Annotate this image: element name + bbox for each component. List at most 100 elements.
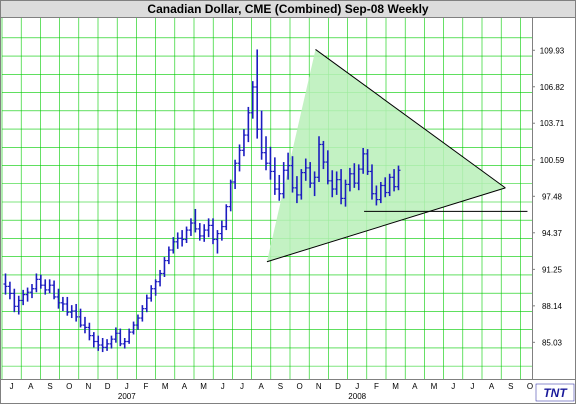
ohlc-bar [175,232,180,249]
ohlc-bar [144,294,149,313]
ohlc-bar [347,167,352,192]
ohlc-bar [237,144,242,172]
ohlc-bar [78,308,83,328]
ohlc-bar [277,174,282,201]
ohlc-bar [131,321,136,335]
ohlc-bar [29,284,34,299]
ohlc-bar [184,226,189,243]
ohlc-bar [38,274,43,289]
ohlc-bar [268,146,273,180]
ohlc-bar [312,171,317,197]
ohlc-bar [361,147,366,174]
ohlc-bar [224,204,229,231]
y-tick-label: 94.37 [542,229,563,238]
ohlc-bar [43,279,48,295]
ohlc-bar [387,173,392,197]
x-axis: J A S O N D J F M A M J J A S O N D J F M A M J J A S O 2007 2008 [10,382,534,401]
x-month-label: J [355,382,359,391]
x-month-label: J [221,382,225,391]
ohlc-bar [188,218,193,236]
ohlc-bar [74,303,79,322]
ohlc-bar [352,163,357,188]
ohlc-bar [3,273,8,295]
svg-text:TNT: TNT [543,386,568,400]
ohlc-bar [135,314,140,330]
lower-trendline [266,187,506,263]
ohlc-bar [105,339,110,351]
x-month-label: J [451,382,455,391]
ohlc-bar [12,288,17,313]
ohlc-bar [396,165,401,191]
x-month-label: A [412,382,418,391]
grid [1,18,532,379]
ohlc-bar [56,288,61,309]
x-month-label: A [28,382,34,391]
ohlc-bar [180,230,185,247]
ohlc-bar [197,223,202,241]
x-month-label: J [10,382,14,391]
ohlc-bar [149,285,154,302]
ohlc-bar [272,157,277,195]
x-year-label: 2008 [348,392,366,401]
ohlc-bar [100,337,105,353]
ohlc-bar [374,185,379,206]
ohlc-bar [219,220,224,241]
ohlc-bar [233,159,238,190]
x-month-label: M [431,382,438,391]
x-month-label: A [489,382,495,391]
ohlc-bar [60,296,65,312]
ohlc-bar [16,295,21,315]
ohlc-bar [140,305,145,322]
tnt-logo: TNT [535,383,575,402]
x-month-label: D [105,382,111,391]
y-axis: 85.03 88.14 91.25 94.37 97.48 100.59 103.71 106… [532,46,565,347]
x-month-label: M [392,382,399,391]
ohlc-bar [118,328,123,347]
x-month-label: N [316,382,322,391]
x-month-label: F [374,382,379,391]
x-month-label: J [125,382,129,391]
x-month-label: S [278,382,283,391]
ohlc-bar [392,169,397,192]
ohlc-bar [202,224,207,242]
x-month-label: N [86,382,92,391]
x-month-label: A [182,382,188,391]
x-month-label: J [470,382,474,391]
trendlines [266,49,528,263]
ohlc-bar [215,230,220,254]
ohlc-bar [166,246,171,265]
x-month-label: A [259,382,265,391]
x-month-label: J [240,382,244,391]
ohlc-bar [69,305,74,319]
x-month-label: O [296,382,302,391]
ohlc-bar [317,136,322,182]
ohlc-bar [34,273,39,293]
ohlc-bar [25,287,30,302]
ohlc-bar [308,162,313,188]
x-year-label: 2007 [118,392,136,401]
x-month-label: O [527,382,533,391]
ohlc-bar [52,280,57,300]
y-tick-label: 109.93 [540,46,565,55]
ohlc-bar [82,316,87,334]
ohlc-bar [330,170,335,198]
x-month-label: D [335,382,341,391]
ohlc-bar [378,181,383,204]
ohlc-bar [21,289,26,306]
x-month-label: O [66,382,72,391]
y-tick-label: 85.03 [542,338,563,347]
ohlc-bar [211,218,216,245]
ohlc-bar [206,218,211,238]
ohlc-bar [96,335,101,351]
title-bar [1,1,575,17]
ohlc-bar [250,81,255,119]
ohlc-bar [127,328,132,344]
ohlc-bar [383,177,388,198]
x-month-label: S [508,382,513,391]
ohlc-bar [321,140,326,170]
ohlc-bar [153,279,158,296]
ohlc-bar [113,327,118,343]
ohlc-bar [7,281,12,300]
ohlc-bar [303,158,308,181]
ohlc-bar [369,164,374,200]
